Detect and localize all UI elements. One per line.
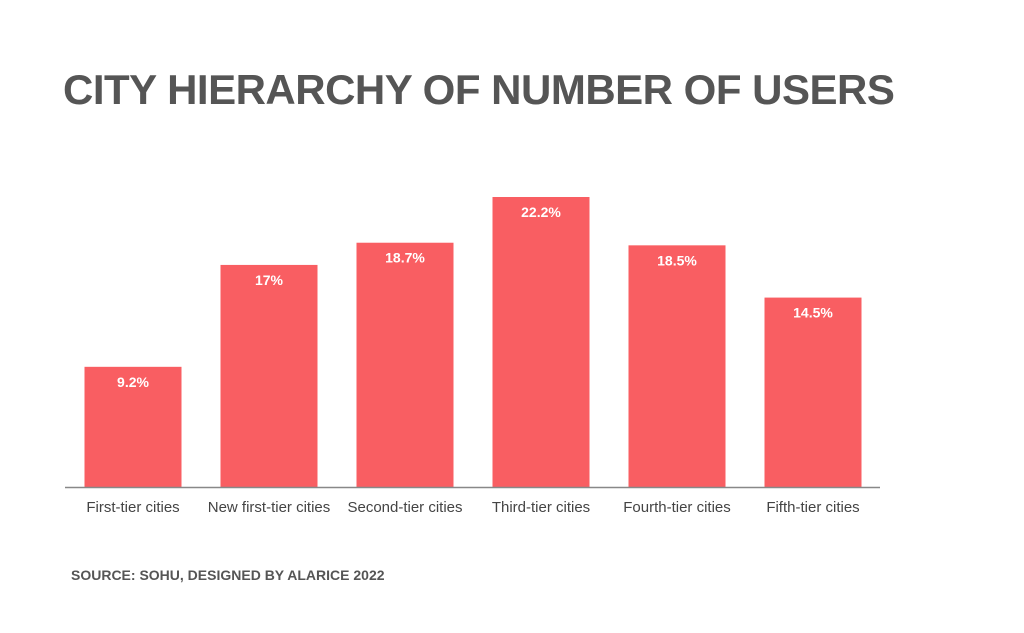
x-tick-label: First-tier cities	[86, 499, 179, 516]
chart-title: CITY HIERARCHY OF NUMBER OF USERS	[63, 66, 895, 113]
x-tick-label: Fifth-tier cities	[766, 499, 859, 516]
data-label: 18.7%	[385, 250, 425, 266]
bar	[84, 366, 182, 487]
data-label: 14.5%	[793, 305, 833, 321]
x-tick-label: Third-tier cities	[492, 499, 590, 516]
data-label: 17%	[255, 272, 284, 288]
x-tick-label: Second-tier cities	[347, 499, 462, 516]
source-note: SOURCE: SOHU, DESIGNED BY ALARICE 2022	[71, 567, 385, 583]
bar	[628, 245, 726, 487]
bar	[764, 297, 862, 487]
data-label: 22.2%	[521, 204, 561, 220]
bar	[220, 264, 318, 487]
data-label: 18.5%	[657, 252, 697, 268]
bar	[492, 197, 590, 487]
x-tick-label: New first-tier cities	[208, 499, 331, 516]
data-label: 9.2%	[117, 374, 149, 390]
bar	[356, 242, 454, 487]
x-tick-label: Fourth-tier cities	[623, 499, 731, 516]
